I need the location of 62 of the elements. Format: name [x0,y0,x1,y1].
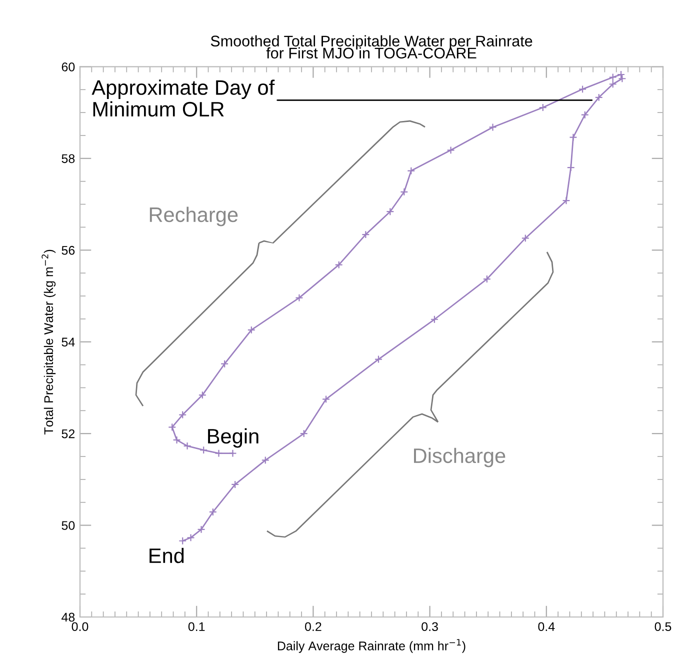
point [374,355,383,364]
point [566,164,575,172]
y-axis-title: Total Precipitable Water (kg m$^{−2}$) [42,250,56,434]
point [295,294,304,302]
y-tick-label: 56 [62,246,75,255]
point [578,85,587,94]
point [430,315,438,324]
point [172,436,181,444]
point [618,74,626,83]
point [608,80,617,88]
point [231,480,240,488]
point [488,123,497,132]
annotation: End [150,548,184,564]
point [178,410,187,419]
y-tick-label: 50 [62,521,75,530]
point [362,230,370,239]
y-tick-label: 48 [62,612,75,622]
point [183,442,192,450]
point [322,395,330,404]
point [482,274,491,284]
point [228,449,237,458]
point [247,326,256,334]
point [594,93,603,102]
annotation: Begin [208,428,258,448]
x-tick-label: 0.5 [654,622,672,632]
point [178,536,187,545]
chart-title: Smoothed Total Precipitable Water per Rainrate for First MJO in TOGA-COARE [210,35,532,59]
point [197,525,206,534]
point [168,423,176,432]
point [580,110,589,119]
point [400,188,408,196]
y-tick-label: 52 [62,429,75,438]
annotation: Recharge [150,206,238,226]
point [386,208,394,216]
x-tick-label: 0.1 [188,622,205,632]
point [616,70,626,79]
point [214,449,223,458]
point [186,534,195,542]
point [208,508,217,516]
y-tick-label: 58 [62,154,75,164]
x-tick-label: 0.0 [72,622,88,632]
x-axis-title: Daily Average Rainrate (mm hr$^{−1}$) [278,639,466,653]
x-tick-label: 0.4 [538,622,555,632]
point [521,234,530,242]
annotation: Approximate Day of Minimum OLR [92,80,275,117]
point [261,456,270,464]
annotation: Discharge [414,448,506,468]
point [334,260,343,269]
point [569,133,578,142]
point [608,73,617,82]
y-tick-label: 54 [62,338,75,346]
x-tick-label: 0.2 [305,622,322,632]
point [200,446,208,454]
point [220,360,229,368]
point [446,146,455,154]
y-tick-label: 60 [62,62,75,72]
point [407,166,416,175]
point [198,391,206,400]
point [300,430,308,438]
x-tick-label: 0.3 [422,622,438,632]
point [562,196,570,205]
point [538,103,547,112]
